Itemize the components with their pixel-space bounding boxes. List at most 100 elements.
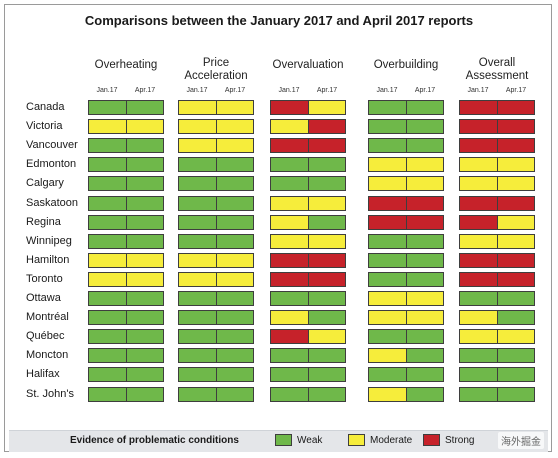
cell-regina-1 [126, 214, 164, 230]
row-label: Toronto [26, 272, 63, 285]
cell-vancouver-4 [270, 138, 309, 154]
row-label: Québec [26, 330, 65, 343]
row-label: St. John's [26, 387, 74, 400]
row-label: Hamilton [26, 253, 70, 266]
cell-ottawa-7 [406, 291, 444, 306]
cell-winnipeg-2 [178, 233, 217, 249]
cell-hamilton-4 [270, 252, 309, 268]
cell-qu-bec-6 [368, 329, 407, 345]
cell-st-john-s-5 [308, 386, 346, 402]
cell-halifax-7 [406, 367, 444, 383]
cell-regina-6 [368, 214, 407, 230]
cell-regina-4 [270, 214, 309, 230]
cell-regina-9 [497, 214, 535, 230]
group-header: Overheating [94, 59, 158, 71]
period-label: Jan.17 [278, 87, 300, 94]
cell-saskatoon-9 [497, 195, 535, 211]
period-label: Jan.17 [376, 87, 398, 94]
cell-ottawa-9 [497, 291, 535, 306]
cell-montr-al-4 [270, 310, 309, 326]
cell-qu-bec-8 [459, 329, 498, 345]
group-header: Price Acceleration [184, 57, 248, 82]
cell-calgary-3 [216, 176, 254, 192]
cell-st-john-s-0 [88, 386, 127, 402]
cell-halifax-0 [88, 367, 127, 383]
cell-vancouver-2 [178, 138, 217, 154]
cell-edmonton-6 [368, 157, 407, 173]
cell-halifax-3 [216, 367, 254, 383]
cell-hamilton-1 [126, 252, 164, 268]
period-label: Apr.17 [134, 87, 156, 94]
cell-toronto-4 [270, 271, 309, 287]
cell-ottawa-5 [308, 291, 346, 306]
cell-toronto-9 [497, 271, 535, 287]
cell-vancouver-6 [368, 138, 407, 154]
row-label: Halifax [26, 368, 60, 381]
cell-toronto-1 [126, 271, 164, 287]
cell-victoria-4 [270, 119, 309, 135]
cell-toronto-2 [178, 271, 217, 287]
cell-halifax-9 [497, 367, 535, 383]
cell-winnipeg-8 [459, 233, 498, 249]
legend-swatch [423, 434, 440, 446]
cell-canada-9 [497, 100, 535, 115]
cell-montr-al-9 [497, 310, 535, 326]
row-label: Moncton [26, 349, 69, 362]
cell-edmonton-0 [88, 157, 127, 173]
group-header: Overvaluation [272, 59, 344, 71]
cell-victoria-7 [406, 119, 444, 135]
cell-qu-bec-1 [126, 329, 164, 345]
cell-moncton-0 [88, 348, 127, 364]
cell-saskatoon-8 [459, 195, 498, 211]
cell-regina-7 [406, 214, 444, 230]
cell-halifax-8 [459, 367, 498, 383]
cell-vancouver-5 [308, 138, 346, 154]
cell-vancouver-9 [497, 138, 535, 154]
cell-montr-al-5 [308, 310, 346, 326]
cell-edmonton-8 [459, 157, 498, 173]
cell-winnipeg-3 [216, 233, 254, 249]
cell-st-john-s-1 [126, 386, 164, 402]
cell-hamilton-3 [216, 252, 254, 268]
cell-qu-bec-3 [216, 329, 254, 345]
cell-st-john-s-2 [178, 386, 217, 402]
cell-montr-al-8 [459, 310, 498, 326]
cell-winnipeg-5 [308, 233, 346, 249]
legend-swatch [275, 434, 292, 446]
cell-qu-bec-5 [308, 329, 346, 345]
cell-calgary-8 [459, 176, 498, 192]
cell-ottawa-4 [270, 291, 309, 306]
cell-regina-0 [88, 214, 127, 230]
period-label: Jan.17 [467, 87, 489, 94]
row-label: Montréal [26, 311, 69, 324]
cell-ottawa-0 [88, 291, 127, 306]
period-label: Jan.17 [186, 87, 208, 94]
cell-victoria-3 [216, 119, 254, 135]
cell-calgary-0 [88, 176, 127, 192]
row-label: Vancouver [26, 139, 78, 152]
cell-hamilton-6 [368, 252, 407, 268]
cell-saskatoon-0 [88, 195, 127, 211]
group-header: Overall Assessment [465, 57, 529, 82]
cell-regina-8 [459, 214, 498, 230]
row-label: Edmonton [26, 158, 77, 171]
cell-saskatoon-6 [368, 195, 407, 211]
legend-label: Strong [445, 435, 475, 446]
cell-vancouver-7 [406, 138, 444, 154]
cell-moncton-6 [368, 348, 407, 364]
cell-calgary-9 [497, 176, 535, 192]
cell-canada-6 [368, 100, 407, 115]
cell-calgary-7 [406, 176, 444, 192]
cell-edmonton-4 [270, 157, 309, 173]
cell-winnipeg-1 [126, 233, 164, 249]
cell-victoria-2 [178, 119, 217, 135]
cell-ottawa-3 [216, 291, 254, 306]
legend-swatch [348, 434, 365, 446]
cell-toronto-8 [459, 271, 498, 287]
cell-halifax-1 [126, 367, 164, 383]
cell-moncton-2 [178, 348, 217, 364]
cell-saskatoon-1 [126, 195, 164, 211]
cell-calgary-4 [270, 176, 309, 192]
cell-saskatoon-4 [270, 195, 309, 211]
watermark: 海外掘金 [498, 432, 544, 449]
